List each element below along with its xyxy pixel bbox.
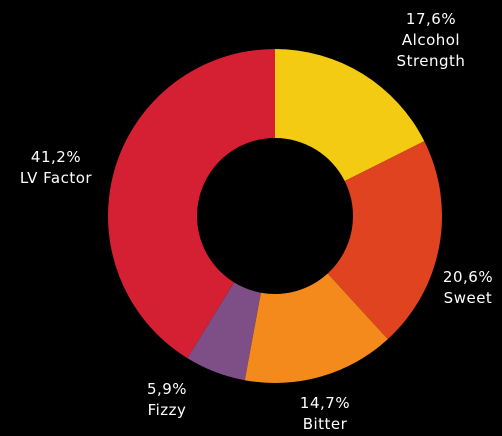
slice-bitter [244,273,388,384]
slice-lv-factor [107,49,275,359]
category-label-lv-factor: LV Factor [20,169,92,187]
value-label-sweet: 20,6% [443,268,493,286]
category-label-alcohol-strength: Strength [397,52,466,70]
slice-labels: 17,6% Alcohol Strength 20,6% Sweet 14,7% Bitte… [20,10,493,433]
value-label-lv-factor: 41,2% [31,148,81,166]
donut-slices [107,49,442,384]
category-label-fizzy: Fizzy [148,401,187,419]
category-label-alcohol-strength: Alcohol [402,31,460,49]
category-label-bitter: Bitter [303,415,348,433]
slice-fizzy [187,282,261,381]
slice-sweet [327,141,442,340]
category-label-sweet: Sweet [444,289,493,307]
value-label-fizzy: 5,9% [147,380,187,398]
value-label-alcohol-strength: 17,6% [406,10,456,28]
slice-alcohol-strength [275,49,425,182]
value-label-bitter: 14,7% [300,394,350,412]
